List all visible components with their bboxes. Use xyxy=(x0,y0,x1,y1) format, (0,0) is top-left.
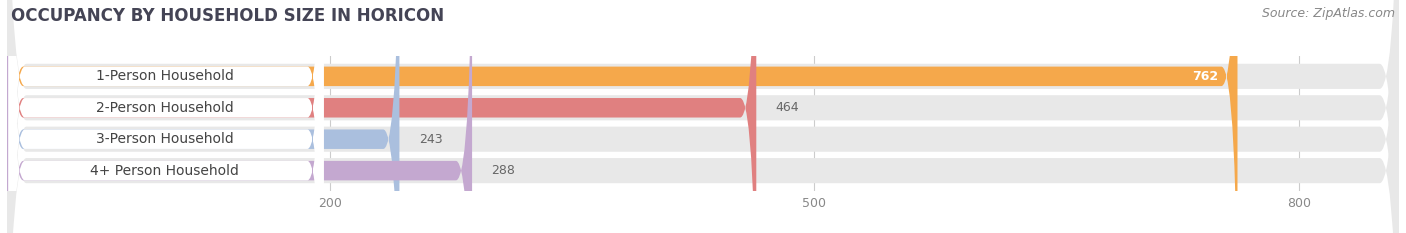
Text: OCCUPANCY BY HOUSEHOLD SIZE IN HORICON: OCCUPANCY BY HOUSEHOLD SIZE IN HORICON xyxy=(11,7,444,25)
FancyBboxPatch shape xyxy=(8,0,323,233)
FancyBboxPatch shape xyxy=(7,0,399,233)
FancyBboxPatch shape xyxy=(8,0,323,233)
Text: 243: 243 xyxy=(419,133,443,146)
FancyBboxPatch shape xyxy=(7,0,1399,233)
Text: Source: ZipAtlas.com: Source: ZipAtlas.com xyxy=(1261,7,1395,20)
FancyBboxPatch shape xyxy=(8,0,323,233)
Text: 2-Person Household: 2-Person Household xyxy=(96,101,233,115)
Text: 762: 762 xyxy=(1192,70,1218,83)
Text: 1-Person Household: 1-Person Household xyxy=(96,69,233,83)
FancyBboxPatch shape xyxy=(7,0,472,233)
FancyBboxPatch shape xyxy=(7,0,1399,233)
Text: 288: 288 xyxy=(492,164,516,177)
FancyBboxPatch shape xyxy=(8,0,323,233)
Text: 3-Person Household: 3-Person Household xyxy=(96,132,233,146)
Text: 4+ Person Household: 4+ Person Household xyxy=(90,164,239,178)
FancyBboxPatch shape xyxy=(7,0,1399,233)
FancyBboxPatch shape xyxy=(7,0,756,233)
Text: 464: 464 xyxy=(776,101,799,114)
FancyBboxPatch shape xyxy=(7,0,1237,233)
FancyBboxPatch shape xyxy=(7,0,1399,233)
